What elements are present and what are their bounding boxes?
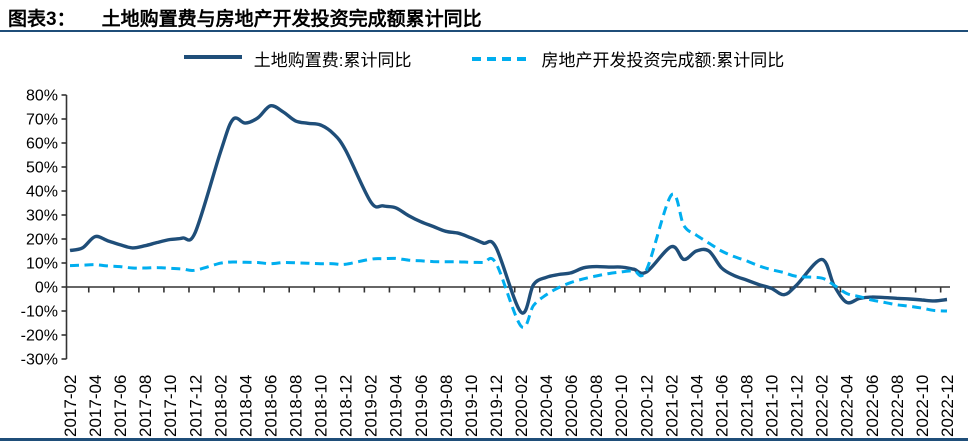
- x-axis-label: 2022-08: [888, 375, 907, 437]
- y-axis-label: -30%: [21, 352, 58, 369]
- x-axis-label: 2019-12: [487, 375, 506, 437]
- x-axis-label: 2021-08: [738, 375, 757, 437]
- chart-title-text: 土地购置费与房地产开发投资完成额累计同比: [101, 9, 482, 30]
- y-axis-label: 50%: [26, 160, 58, 177]
- x-axis-label: 2019-10: [462, 375, 481, 437]
- x-axis-label: 2020-12: [637, 375, 656, 437]
- x-axis-label: 2021-10: [763, 375, 782, 437]
- x-axis-label: 2020-06: [562, 375, 581, 437]
- x-axis-label: 2018-10: [312, 375, 331, 437]
- legend-item-land-fee: 土地购置费:累计同比: [183, 46, 412, 71]
- x-axis-label: 2021-12: [788, 375, 807, 437]
- x-axis-label: 2018-12: [337, 375, 356, 437]
- x-axis-label: 2017-06: [111, 375, 130, 437]
- x-axis-label: 2021-02: [662, 375, 681, 437]
- x-axis-label: 2017-12: [186, 375, 205, 437]
- y-axis-label: -10%: [21, 304, 58, 321]
- y-axis-label: 70%: [26, 112, 58, 129]
- chart-title: 图表3： 土地购置费与房地产开发投资完成额累计同比: [8, 4, 482, 31]
- x-axis-label: 2021-04: [687, 375, 706, 437]
- legend-item-investment: 房地产开发投资完成额:累计同比: [471, 46, 785, 71]
- series-line-1: [69, 192, 948, 329]
- x-axis-label: 2022-02: [813, 375, 832, 437]
- x-axis-label: 2019-06: [412, 375, 431, 437]
- x-axis-label: 2022-12: [938, 375, 957, 437]
- legend-label: 房地产开发投资完成额:累计同比: [541, 51, 785, 70]
- x-axis-label: 2022-06: [863, 375, 882, 437]
- chart-title-prefix: 图表3：: [8, 9, 76, 30]
- dashed-line-sample: [471, 56, 530, 61]
- x-axis-label: 2017-02: [61, 375, 80, 437]
- y-axis-label: 10%: [26, 256, 58, 273]
- y-axis-label: 20%: [26, 232, 58, 249]
- title-underline: [0, 30, 968, 32]
- series-line-0: [69, 103, 948, 315]
- x-axis-label: 2019-08: [437, 375, 456, 437]
- x-axis-label: 2021-06: [712, 375, 731, 437]
- x-axis-label: 2018-04: [236, 375, 255, 437]
- x-axis-label: 2020-04: [537, 375, 556, 437]
- x-axis-label: 2017-04: [86, 375, 105, 437]
- x-axis-label: 2022-10: [913, 375, 932, 437]
- bottom-rule: [0, 438, 968, 441]
- legend-label: 土地购置费:累计同比: [253, 51, 412, 70]
- y-axis-label: 30%: [26, 208, 58, 225]
- y-axis-label: -20%: [21, 328, 58, 345]
- x-axis-label: 2019-04: [387, 375, 406, 437]
- y-axis-label: 40%: [26, 184, 58, 201]
- solid-line-sample: [183, 54, 242, 63]
- x-axis-label: 2020-10: [612, 375, 631, 437]
- x-axis-label: 2017-08: [136, 375, 155, 437]
- x-axis-label: 2018-08: [287, 375, 306, 437]
- x-axis-label: 2020-02: [512, 375, 531, 437]
- chart-legend: 土地购置费:累计同比 房地产开发投资完成额:累计同比: [0, 46, 968, 71]
- x-axis-label: 2018-02: [211, 375, 230, 437]
- y-axis-label: 60%: [26, 136, 58, 153]
- x-axis-label: 2022-04: [838, 375, 857, 437]
- y-axis-label: 0%: [35, 280, 58, 297]
- y-axis-label: 80%: [26, 88, 58, 105]
- x-axis-label: 2017-10: [161, 375, 180, 437]
- x-axis-label: 2018-06: [261, 375, 280, 437]
- x-axis-label: 2020-08: [587, 375, 606, 437]
- x-axis-label: 2019-02: [362, 375, 381, 437]
